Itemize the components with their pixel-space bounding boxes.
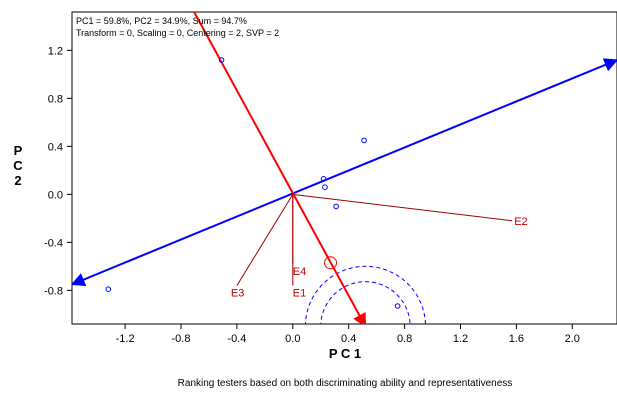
env-label-e1: E1 xyxy=(293,288,306,300)
y-axis: 1.2 0.8 0.4 0.0 -0.4 -0.8 xyxy=(44,45,72,297)
average-environment-marker xyxy=(324,256,338,270)
genotype-point-6 xyxy=(105,286,112,293)
genotype-point-2 xyxy=(361,137,367,144)
x-tick-label: 2.0 xyxy=(565,333,580,345)
stats-line-1: PC1 = 59.8%, PC2 = 34.9%, Sum = 94.7% xyxy=(76,16,247,26)
plot-frame xyxy=(71,11,617,325)
x-tick-label: 1.2 xyxy=(453,333,468,345)
figure-caption: Ranking testers based on both discrimina… xyxy=(178,378,513,389)
y-axis-title-2: 2 xyxy=(14,173,21,188)
average-environment-axis xyxy=(72,58,617,287)
x-tick-label: 0.8 xyxy=(397,333,412,345)
x-tick-label: 0.0 xyxy=(285,333,300,345)
env-label-e4: E4 xyxy=(293,266,306,278)
env-label-e2: E2 xyxy=(514,216,527,228)
x-tick-label: 0.4 xyxy=(341,333,356,345)
genotype-point-4 xyxy=(322,184,328,190)
env-label-e3: E3 xyxy=(231,288,244,300)
env-vector-e3 xyxy=(236,194,294,286)
x-axis: -1.2 -0.8 -0.4 0.0 0.4 0.8 1.2 1.6 2.0 xyxy=(116,324,580,345)
genotype-point-1 xyxy=(218,57,225,63)
ideal-environment-axis xyxy=(193,12,367,324)
x-tick-label: 1.6 xyxy=(509,333,524,345)
genotype-point-3 xyxy=(320,176,327,182)
plot-area: E2 E4 E1 E3 xyxy=(72,12,617,324)
ideal-ring-1 xyxy=(320,281,411,324)
x-tick-label: -0.8 xyxy=(172,333,191,345)
y-tick-label: 0.4 xyxy=(48,141,63,153)
y-tick-label: -0.4 xyxy=(44,237,63,249)
genotype-point-7 xyxy=(394,303,401,309)
ideal-ring-2 xyxy=(304,265,426,324)
y-tick-label: 0.0 xyxy=(48,189,63,201)
y-tick-label: 1.2 xyxy=(48,45,63,57)
genotype-point-5 xyxy=(333,203,339,210)
y-axis-title-c: C xyxy=(13,158,23,173)
env-vector-e2 xyxy=(292,193,513,222)
y-axis-title-p: P xyxy=(14,143,23,158)
y-tick-label: -0.8 xyxy=(44,285,63,297)
x-axis-title: P C 1 xyxy=(329,346,361,361)
x-tick-label: -0.4 xyxy=(227,333,246,345)
y-tick-label: 0.8 xyxy=(48,93,63,105)
x-tick-label: -1.2 xyxy=(116,333,135,345)
stats-line-2: Transform = 0, Scaling = 0, Centering = … xyxy=(76,28,279,38)
